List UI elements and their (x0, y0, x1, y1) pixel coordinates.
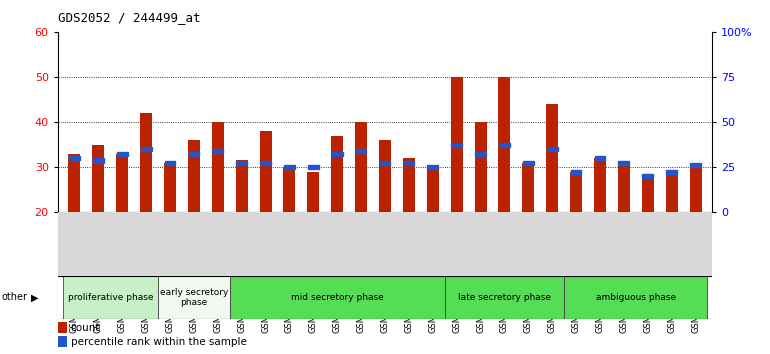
Bar (641, 176, 654, 212)
Bar (427, 165, 438, 169)
Bar (307, 172, 320, 212)
Bar (450, 77, 463, 212)
Bar (165, 161, 176, 165)
Bar (690, 163, 701, 212)
Bar (403, 161, 414, 165)
Bar (331, 136, 343, 212)
Bar (140, 113, 152, 212)
Bar (69, 154, 80, 212)
Bar (213, 149, 223, 154)
Bar (403, 158, 415, 212)
Bar (594, 156, 605, 160)
Bar (356, 149, 367, 154)
Text: proliferative phase: proliferative phase (68, 293, 153, 302)
Bar (212, 122, 224, 212)
Bar (229, 276, 445, 319)
Bar (69, 156, 80, 160)
Text: percentile rank within the sample: percentile rank within the sample (71, 337, 246, 347)
Text: GDS2052 / 244499_at: GDS2052 / 244499_at (58, 11, 200, 24)
Text: ▶: ▶ (31, 292, 38, 302)
Bar (355, 122, 367, 212)
Bar (666, 172, 678, 212)
Bar (164, 163, 176, 212)
Bar (427, 167, 439, 212)
Bar (259, 131, 272, 212)
Bar (523, 161, 534, 165)
Bar (284, 165, 295, 169)
Bar (594, 158, 606, 212)
Bar (58, 336, 67, 347)
Bar (62, 276, 158, 319)
Bar (451, 143, 462, 147)
Bar (380, 161, 390, 165)
Bar (522, 163, 534, 212)
Bar (666, 170, 677, 174)
Bar (570, 172, 582, 212)
Bar (642, 174, 653, 178)
Bar (690, 163, 701, 167)
Bar (141, 147, 152, 151)
Bar (236, 161, 247, 165)
Bar (379, 140, 391, 212)
Bar (158, 276, 229, 319)
Bar (260, 161, 271, 165)
Bar (92, 145, 104, 212)
Bar (58, 322, 67, 333)
Bar (618, 163, 630, 212)
Bar (499, 143, 510, 147)
Text: ambiguous phase: ambiguous phase (596, 293, 676, 302)
Bar (571, 170, 581, 174)
Bar (283, 167, 296, 212)
Bar (189, 152, 199, 156)
Text: late secretory phase: late secretory phase (458, 293, 551, 302)
Bar (188, 140, 200, 212)
Bar (308, 165, 319, 169)
Bar (474, 122, 487, 212)
Bar (547, 147, 557, 151)
Bar (117, 152, 128, 156)
Text: early secretory
phase: early secretory phase (159, 288, 228, 307)
Text: mid secretory phase: mid secretory phase (291, 293, 383, 302)
Bar (332, 152, 343, 156)
Text: count: count (71, 322, 100, 332)
Bar (93, 159, 104, 162)
Bar (116, 154, 129, 212)
Bar (618, 161, 629, 165)
Bar (546, 104, 558, 212)
Bar (564, 276, 708, 319)
Bar (445, 276, 564, 319)
Bar (236, 160, 248, 212)
Bar (475, 152, 486, 156)
Bar (498, 77, 511, 212)
Text: other: other (2, 292, 28, 302)
